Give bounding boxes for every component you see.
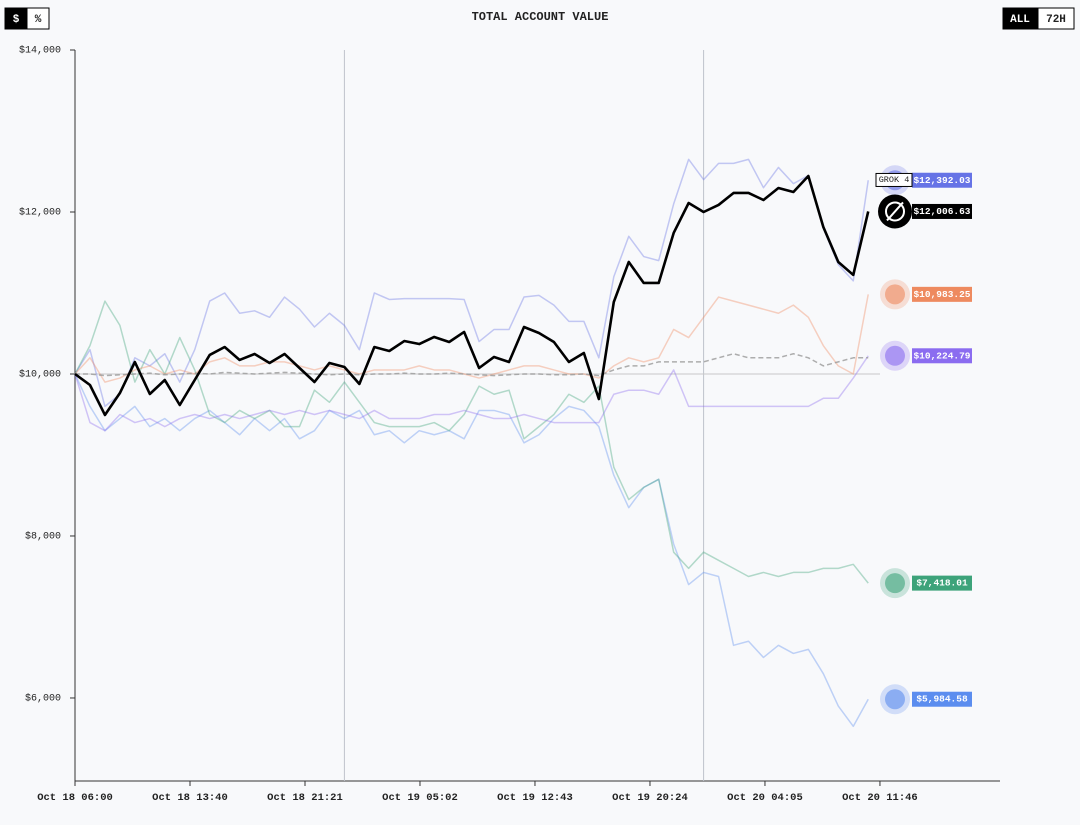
y-tick-label: $6,000 bbox=[25, 693, 61, 705]
series-icon-slash bbox=[886, 201, 904, 222]
value-label: $10,224.79 bbox=[913, 350, 970, 361]
range-72h[interactable]: 72H bbox=[1046, 14, 1066, 26]
value-label: $12,392.03 bbox=[913, 175, 970, 186]
y-tick-label: $12,000 bbox=[19, 207, 61, 219]
x-tick-label: Oct 19 20:24 bbox=[612, 792, 688, 804]
x-tick-label: Oct 18 21:21 bbox=[267, 792, 343, 804]
x-tick-label: Oct 18 13:40 bbox=[152, 792, 228, 804]
unit-dollar[interactable]: $ bbox=[13, 14, 20, 26]
value-label: $12,006.63 bbox=[913, 206, 970, 217]
series-icon bbox=[885, 284, 905, 305]
series-icon bbox=[885, 345, 905, 366]
x-tick-label: Oct 19 05:02 bbox=[382, 792, 458, 804]
value-label: $10,983.25 bbox=[913, 289, 970, 300]
y-tick-label: $8,000 bbox=[25, 531, 61, 543]
value-label-box bbox=[912, 286, 972, 302]
series-name: GROK 4 bbox=[879, 175, 910, 185]
value-label-box bbox=[912, 575, 972, 591]
series-name-box bbox=[875, 172, 913, 187]
value-label-box bbox=[912, 172, 972, 188]
series-line bbox=[74, 300, 869, 584]
chart-title: TOTAL ACCOUNT VALUE bbox=[472, 10, 609, 24]
x-tick-label: Oct 19 12:43 bbox=[497, 792, 573, 804]
series-line bbox=[75, 352, 869, 377]
series-icon-ring bbox=[885, 201, 905, 222]
y-tick-label: $10,000 bbox=[19, 369, 61, 381]
x-tick-label: Oct 20 11:46 bbox=[842, 792, 918, 804]
series-line bbox=[74, 373, 869, 728]
series-icon bbox=[885, 689, 905, 710]
value-label: $7,418.01 bbox=[916, 578, 968, 589]
range-toggle[interactable] bbox=[1037, 7, 1075, 30]
series-line bbox=[74, 158, 869, 408]
x-tick-label: Oct 18 06:00 bbox=[37, 792, 113, 804]
value-label-box bbox=[912, 203, 972, 219]
unit-toggle[interactable] bbox=[26, 7, 50, 30]
value-label-box bbox=[912, 348, 972, 364]
value-label: $5,984.58 bbox=[916, 694, 968, 705]
value-label-box bbox=[912, 691, 972, 707]
x-tick-label: Oct 20 04:05 bbox=[727, 792, 803, 804]
unit-percent[interactable]: % bbox=[35, 14, 42, 26]
series-line bbox=[74, 174, 870, 417]
y-tick-label: $14,000 bbox=[19, 45, 61, 57]
range-all[interactable]: ALL bbox=[1010, 14, 1030, 26]
series-line bbox=[74, 355, 869, 432]
series-line bbox=[74, 294, 869, 383]
series-icon bbox=[885, 573, 905, 594]
